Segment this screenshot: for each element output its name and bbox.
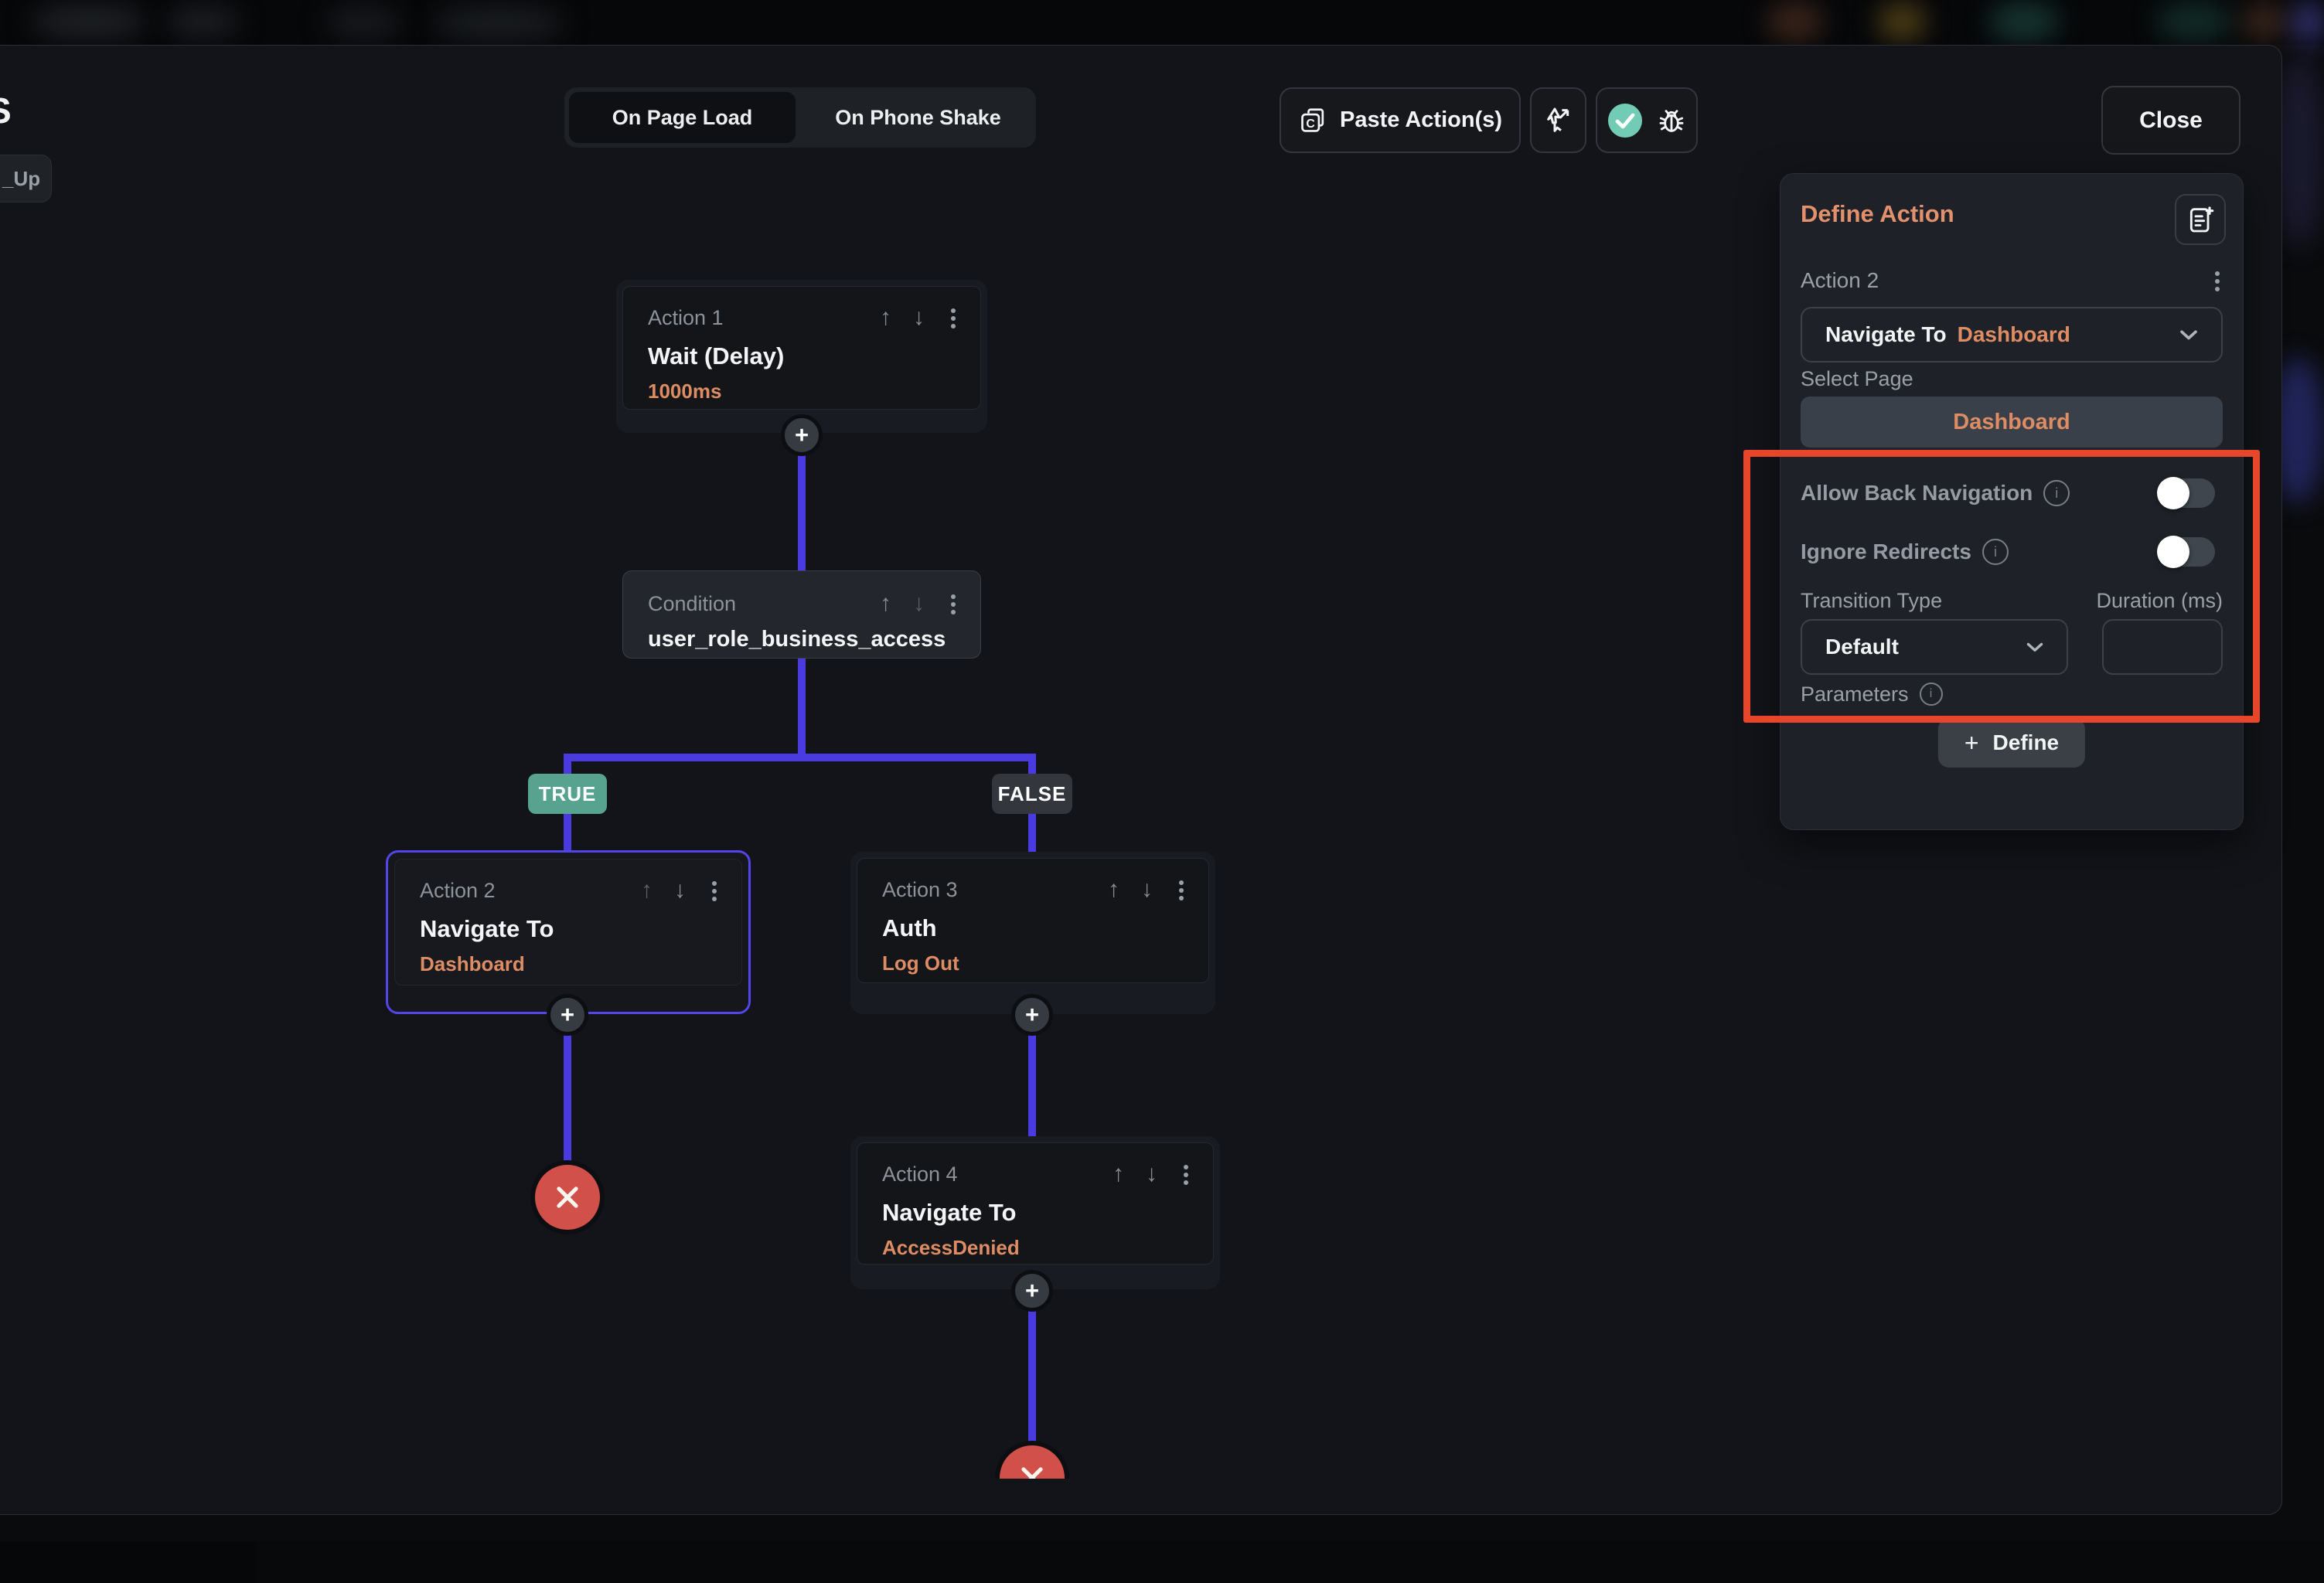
connector-line bbox=[1028, 1009, 1036, 1144]
add-action-button[interactable]: + bbox=[1011, 994, 1053, 1036]
add-action-button[interactable]: + bbox=[781, 414, 823, 456]
node-menu-icon[interactable] bbox=[712, 881, 717, 886]
node-title: user_role_business_access bbox=[648, 627, 946, 652]
move-up-icon[interactable]: ↑ bbox=[641, 877, 653, 903]
check-circle-icon bbox=[1607, 102, 1644, 139]
node-kind-label: Action 1 bbox=[648, 305, 724, 329]
status-debug-group[interactable] bbox=[1596, 87, 1698, 153]
ignore-redirects-toggle[interactable] bbox=[2157, 536, 2215, 568]
paste-actions-label: Paste Action(s) bbox=[1339, 107, 1503, 132]
flow-end-clip bbox=[995, 1441, 1069, 1479]
define-action-panel: Define Action Action 2 Navigate To Dashb… bbox=[1780, 173, 2244, 830]
chevron-down-icon bbox=[2022, 634, 2048, 660]
move-up-icon[interactable]: ↑ bbox=[1108, 877, 1119, 902]
panel-action-menu-icon[interactable] bbox=[2215, 271, 2220, 276]
close-button[interactable]: Close bbox=[2101, 86, 2241, 155]
chevron-down-icon bbox=[2175, 321, 2203, 349]
node-title: Navigate To bbox=[882, 1199, 1017, 1226]
define-parameters-button[interactable]: + Define bbox=[1937, 718, 2086, 768]
move-down-icon[interactable]: ↓ bbox=[913, 591, 925, 616]
transition-type-label: Transition Type bbox=[1801, 588, 1943, 612]
info-icon[interactable]: i bbox=[1982, 539, 2009, 565]
magic-cursor-button[interactable] bbox=[1530, 87, 1586, 153]
node-action-3[interactable]: Action 3 ↑ ↓ Auth Log Out bbox=[850, 852, 1215, 1014]
add-action-button[interactable]: + bbox=[1011, 1270, 1053, 1312]
flow-end-icon bbox=[995, 1441, 1069, 1479]
sidebar-item-chip-label: _Up bbox=[2, 166, 41, 190]
tab-on-page-load[interactable]: On Page Load bbox=[569, 92, 796, 143]
ignore-redirects-label: Ignore Redirects bbox=[1801, 540, 1971, 563]
node-menu-icon[interactable] bbox=[951, 308, 956, 313]
move-up-icon[interactable]: ↑ bbox=[880, 305, 891, 330]
connector-line bbox=[798, 390, 806, 576]
flow-end-icon bbox=[530, 1160, 605, 1234]
info-icon[interactable]: i bbox=[1919, 683, 1943, 706]
node-kind-label: Action 2 bbox=[420, 878, 496, 902]
add-note-icon-button[interactable] bbox=[2175, 194, 2226, 245]
move-down-icon[interactable]: ↓ bbox=[674, 877, 686, 903]
connector-line bbox=[564, 1009, 571, 1206]
plus-icon: + bbox=[1964, 728, 1979, 757]
transition-type-dropdown[interactable]: Default bbox=[1801, 619, 2068, 675]
node-action-4[interactable]: Action 4 ↑ ↓ Navigate To AccessDenied bbox=[850, 1136, 1220, 1289]
add-action-button[interactable]: + bbox=[547, 994, 588, 1036]
node-subtitle: Dashboard bbox=[420, 952, 525, 975]
node-menu-icon[interactable] bbox=[1179, 880, 1184, 885]
node-title: Auth bbox=[882, 914, 937, 941]
select-page-button[interactable]: Dashboard bbox=[1801, 397, 2223, 448]
move-up-icon[interactable]: ↑ bbox=[1113, 1161, 1124, 1186]
branch-true-badge: TRUE bbox=[528, 774, 607, 814]
parameters-label: Parameters bbox=[1801, 682, 1909, 706]
svg-text:C: C bbox=[1306, 117, 1314, 130]
panel-action-label: Action 2 bbox=[1801, 268, 1879, 292]
node-kind-label: Condition bbox=[648, 591, 737, 615]
copy-icon: C bbox=[1298, 106, 1327, 135]
paste-actions-button[interactable]: C Paste Action(s) bbox=[1280, 87, 1521, 153]
node-action-1[interactable]: Action 1 ↑ ↓ Wait (Delay) 1000ms bbox=[616, 280, 987, 433]
select-page-label: Select Page bbox=[1801, 366, 1913, 390]
toggle-knob bbox=[2157, 477, 2189, 509]
node-kind-label: Action 3 bbox=[882, 877, 958, 901]
info-icon[interactable]: i bbox=[2043, 480, 2070, 506]
move-up-icon[interactable]: ↑ bbox=[880, 591, 891, 616]
toggle-knob bbox=[2157, 536, 2189, 568]
panel-title: Define Action bbox=[1801, 200, 1954, 227]
bug-icon bbox=[1656, 105, 1687, 136]
node-title: Wait (Delay) bbox=[648, 342, 785, 369]
tab-on-phone-shake[interactable]: On Phone Shake bbox=[835, 105, 1001, 129]
duration-input[interactable] bbox=[2102, 619, 2223, 675]
allow-back-label: Allow Back Navigation bbox=[1801, 481, 2033, 505]
node-title: Navigate To bbox=[420, 915, 554, 942]
node-menu-icon[interactable] bbox=[1184, 1165, 1188, 1169]
duration-label: Duration (ms) bbox=[2096, 588, 2223, 612]
branch-false-badge: FALSE bbox=[992, 774, 1072, 814]
sidebar-item-chip[interactable]: _Up bbox=[0, 155, 52, 203]
connector-branch-bar bbox=[564, 754, 1036, 761]
move-down-icon[interactable]: ↓ bbox=[913, 305, 925, 330]
move-down-icon[interactable]: ↓ bbox=[1146, 1161, 1157, 1186]
cursor-arrow-icon bbox=[1543, 105, 1574, 136]
node-subtitle: AccessDenied bbox=[882, 1236, 1020, 1259]
allow-back-toggle[interactable] bbox=[2157, 477, 2215, 509]
node-action-2-selected[interactable]: Action 2 ↑ ↓ Navigate To Dashboard bbox=[386, 850, 751, 1014]
node-condition[interactable]: Condition ↑ ↓ user_role_business_access bbox=[622, 570, 981, 659]
node-subtitle: 1000ms bbox=[648, 380, 722, 403]
trigger-tabs: On Page Load On Phone Shake bbox=[564, 87, 1036, 148]
connector-line bbox=[798, 655, 806, 761]
node-kind-label: Action 4 bbox=[882, 1162, 958, 1186]
node-subtitle: Log Out bbox=[882, 952, 959, 975]
sidebar-partial-heading: S bbox=[0, 90, 12, 131]
node-menu-icon[interactable] bbox=[951, 594, 956, 599]
connector-line bbox=[1028, 1283, 1036, 1479]
action-type-dropdown[interactable]: Navigate To Dashboard bbox=[1801, 307, 2223, 363]
move-down-icon[interactable]: ↓ bbox=[1141, 877, 1153, 902]
